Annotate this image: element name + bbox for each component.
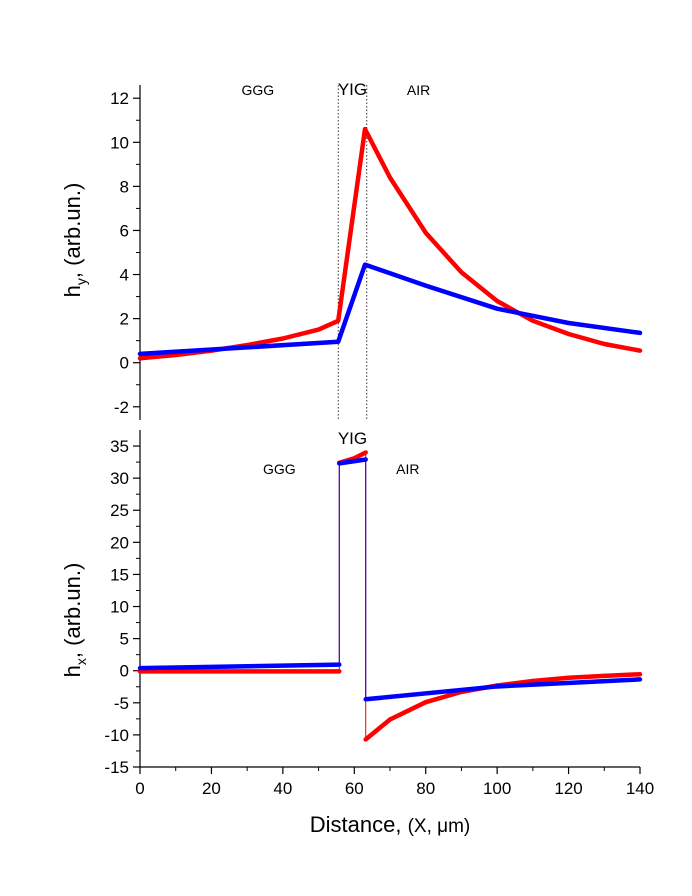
x-tick-label: 60 [345,779,364,798]
bottom-y-tick-label: -10 [104,726,129,745]
bottom-series [137,450,643,742]
bottom-y-axis-title-main: h [60,665,85,677]
top-y-axis-title-main: h [60,285,85,297]
series-blue-segment [337,457,368,466]
top-panel: -2 0 2 4 6 8 10 12 GGG YIG AIR hy, (arb.un.) [60,80,643,420]
bottom-y-tick-label: 20 [110,533,129,552]
series-red-segment [423,689,464,705]
series-red-segment [363,717,393,742]
series-blue-segment [137,662,342,671]
bottom-y-tick-label: 10 [110,598,129,617]
top-y-axis-title-sub: y [73,278,89,285]
top-y-tick-label: 6 [120,221,129,240]
bottom-y-axis-title-sub: x [73,658,89,665]
region-label-air: AIR [407,82,430,98]
bottom-y-tick-label: 35 [110,437,129,456]
series-red-segment [352,450,368,461]
x-tick-label: 0 [135,779,144,798]
bottom-y-axis-title-rest: , (arb.un.) [60,563,85,658]
series-blue-segment [363,684,500,702]
series-red-segment [566,673,607,681]
x-tick-label: 120 [554,779,582,798]
bottom-axes: 0 20 40 60 80 100 120 140 -15 -10 -5 0 5 10 15 20 25 30 35 [104,430,654,798]
top-y-tick-label: 4 [120,266,129,285]
bottom-y-tick-label: 15 [110,565,129,584]
top-y-axis-title-rest: , (arb.un.) [60,183,85,278]
series-red-segment [387,699,428,722]
x-tick-label: 80 [416,779,435,798]
bottom-region-labels: GGG YIG AIR [263,429,420,477]
top-axes: -2 0 2 4 6 8 10 12 [110,85,368,420]
region-label-air: AIR [396,461,419,477]
series-blue-line [137,262,643,357]
region-label-ggg: GGG [263,461,296,477]
top-y-tick-label: 10 [110,133,129,152]
bottom-panel: 0 20 40 60 80 100 120 140 -15 -10 -5 0 5 10 15 20 25 30 35… [60,429,654,837]
x-tick-label: 100 [483,779,511,798]
top-y-tick-label: 0 [120,354,129,373]
x-axis-title: Distance, (X, μm) [310,812,471,837]
bottom-y-tick-label: 0 [120,662,129,681]
x-axis-title-main: Distance, [310,812,408,837]
bottom-y-tick-label: -15 [104,758,129,777]
top-y-axis-title: hy, (arb.un.) [60,183,89,298]
series-red-segment [530,675,571,684]
x-tick-label: 40 [273,779,292,798]
x-tick-label: 140 [626,779,654,798]
top-y-tick-label: -2 [114,398,129,417]
top-series [137,126,643,361]
top-region-labels: GGG YIG AIR [242,80,431,99]
bottom-y-tick-label: 30 [110,469,129,488]
x-axis-title-paren: (X, μm) [408,816,471,837]
region-label-yig: YIG [338,80,367,99]
top-y-tick-label: 12 [110,89,129,108]
bottom-y-tick-label: -5 [114,694,129,713]
series-red-segment [602,671,643,679]
x-tick-label: 20 [202,779,221,798]
bottom-y-tick-label: 25 [110,501,129,520]
bottom-y-tick-label: 5 [120,630,129,649]
region-label-ggg: GGG [242,82,275,98]
region-label-yig: YIG [338,429,367,448]
bottom-y-axis-title: hx, (arb.un.) [60,563,89,678]
series-blue-segment [494,677,643,689]
top-y-tick-label: 8 [120,177,129,196]
top-y-tick-label: 2 [120,310,129,329]
